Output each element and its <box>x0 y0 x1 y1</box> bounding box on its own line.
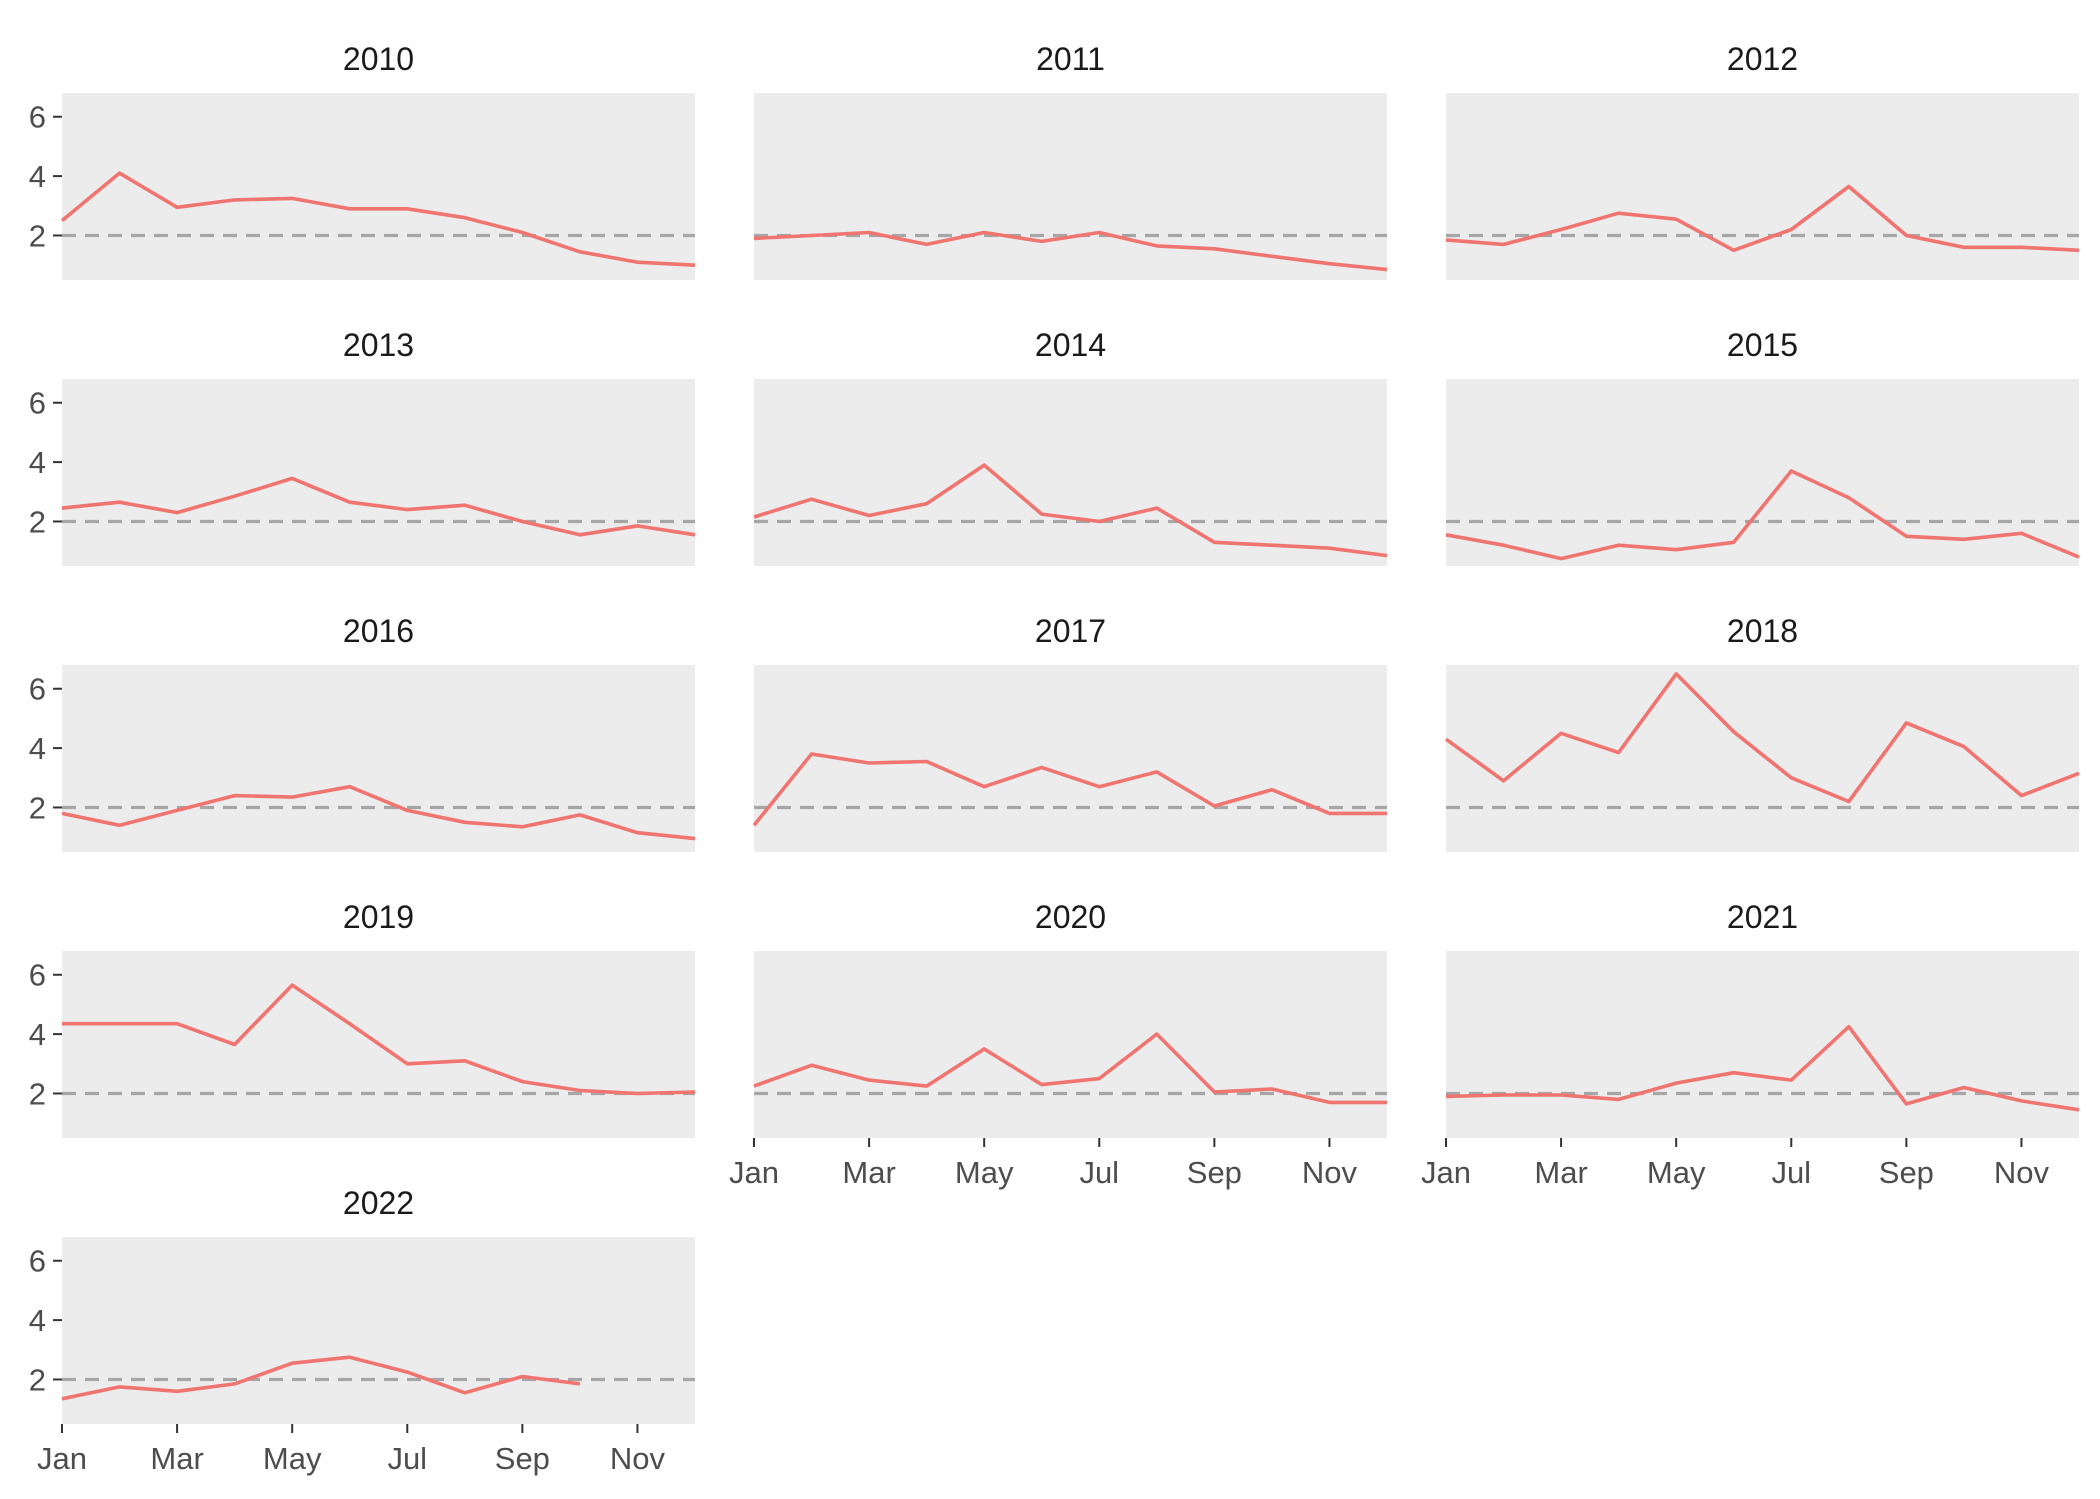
facet-title: 2010 <box>343 41 414 77</box>
facet-title: 2018 <box>1727 613 1798 649</box>
facet-panel-2022: 2022 2 4 6 Jan Mar May Jul Sep Nov <box>29 1185 695 1476</box>
facet-title: 2011 <box>1036 41 1105 77</box>
y-tick-label: 6 <box>29 1244 46 1279</box>
series-line <box>1445 1024 2080 1112</box>
y-tick-label: 2 <box>29 1076 46 1111</box>
series-line <box>61 784 696 841</box>
x-tick-label: Sep <box>495 1441 550 1476</box>
facet-panel-2017: 2017 <box>752 613 1387 852</box>
y-tick-label: 2 <box>29 790 46 825</box>
x-tick-label: Nov <box>610 1441 666 1476</box>
panel-background <box>62 379 695 566</box>
facet-panel-2021: 2021 Jan Mar May Jul Sep Nov <box>1421 899 2080 1190</box>
facet-panel-2012: 2012 <box>1445 41 2080 280</box>
panel-background <box>62 93 695 280</box>
x-tick-label: Jul <box>1079 1155 1119 1190</box>
series-line <box>753 463 1388 558</box>
y-tick-label: 4 <box>29 1017 46 1052</box>
facet-panel-2013: 2013 2 4 6 <box>29 327 696 566</box>
series-line <box>61 476 696 537</box>
facet-title: 2014 <box>1035 327 1106 363</box>
series-line <box>1445 184 2080 253</box>
panel-background <box>62 665 695 852</box>
x-tick-label: Nov <box>1302 1155 1358 1190</box>
series-line <box>1445 469 2080 561</box>
panel-background <box>1446 93 2079 280</box>
series-line <box>753 230 1388 272</box>
x-tick-label: Nov <box>1994 1155 2050 1190</box>
series-line <box>753 1032 1387 1105</box>
x-tick-label: Jul <box>387 1441 427 1476</box>
facet-panel-2018: 2018 <box>1444 613 2080 852</box>
x-tick-label: Mar <box>150 1441 203 1476</box>
series-line <box>61 1355 581 1401</box>
x-tick-label: Sep <box>1187 1155 1242 1190</box>
facet-title: 2013 <box>343 327 414 363</box>
x-tick-label: May <box>1647 1155 1706 1190</box>
y-tick-label: 4 <box>29 731 46 766</box>
y-tick-label: 4 <box>29 1303 46 1338</box>
facet-panel-2011: 2011 <box>753 41 1388 280</box>
x-tick-label: May <box>955 1155 1014 1190</box>
y-tick-label: 6 <box>29 958 46 993</box>
x-tick-label: Jan <box>37 1441 87 1476</box>
x-tick-label: Jan <box>729 1155 779 1190</box>
x-tick-label: May <box>263 1441 322 1476</box>
facet-title: 2019 <box>343 899 414 935</box>
x-tick-label: Jan <box>1421 1155 1471 1190</box>
panel-background <box>62 1237 695 1424</box>
x-tick-label: Sep <box>1879 1155 1934 1190</box>
facet-title: 2021 <box>1727 899 1798 935</box>
y-tick-label: 2 <box>29 218 46 253</box>
facet-title: 2012 <box>1727 41 1798 77</box>
panel-background <box>1446 665 2079 852</box>
x-tick-label: Mar <box>1534 1155 1587 1190</box>
panel-background <box>1446 951 2079 1138</box>
series-line <box>60 171 696 267</box>
series-line <box>1444 672 2080 804</box>
y-tick-label: 6 <box>29 672 46 707</box>
facet-title: 2017 <box>1035 613 1106 649</box>
facet-panel-2015: 2015 <box>1445 327 2080 566</box>
panel-background <box>754 93 1387 280</box>
x-tick-label: Jul <box>1771 1155 1811 1190</box>
y-tick-label: 6 <box>29 386 46 421</box>
panel-background <box>754 665 1387 852</box>
facet-title: 2016 <box>343 613 414 649</box>
facet-panel-2020: 2020 Jan Mar May Jul Sep Nov <box>729 899 1387 1190</box>
panel-background <box>754 379 1387 566</box>
y-tick-label: 2 <box>29 1362 46 1397</box>
facet-panel-2010: 2010 2 4 6 <box>29 41 696 280</box>
facet-panel-2014: 2014 <box>753 327 1388 566</box>
facet-panel-2016: 2016 2 4 6 <box>29 613 696 852</box>
facet-panel-2019: 2019 2 4 6 <box>29 899 696 1138</box>
facet-title: 2015 <box>1727 327 1798 363</box>
panel-background <box>1446 379 2079 566</box>
y-tick-label: 2 <box>29 504 46 539</box>
y-tick-label: 4 <box>29 445 46 480</box>
y-tick-label: 4 <box>29 159 46 194</box>
series-line <box>752 752 1387 827</box>
facet-title: 2020 <box>1035 899 1106 935</box>
series-line <box>62 983 696 1096</box>
panel-background <box>754 951 1387 1138</box>
x-tick-label: Mar <box>842 1155 895 1190</box>
y-tick-label: 6 <box>29 100 46 135</box>
facet-title: 2022 <box>343 1185 414 1221</box>
